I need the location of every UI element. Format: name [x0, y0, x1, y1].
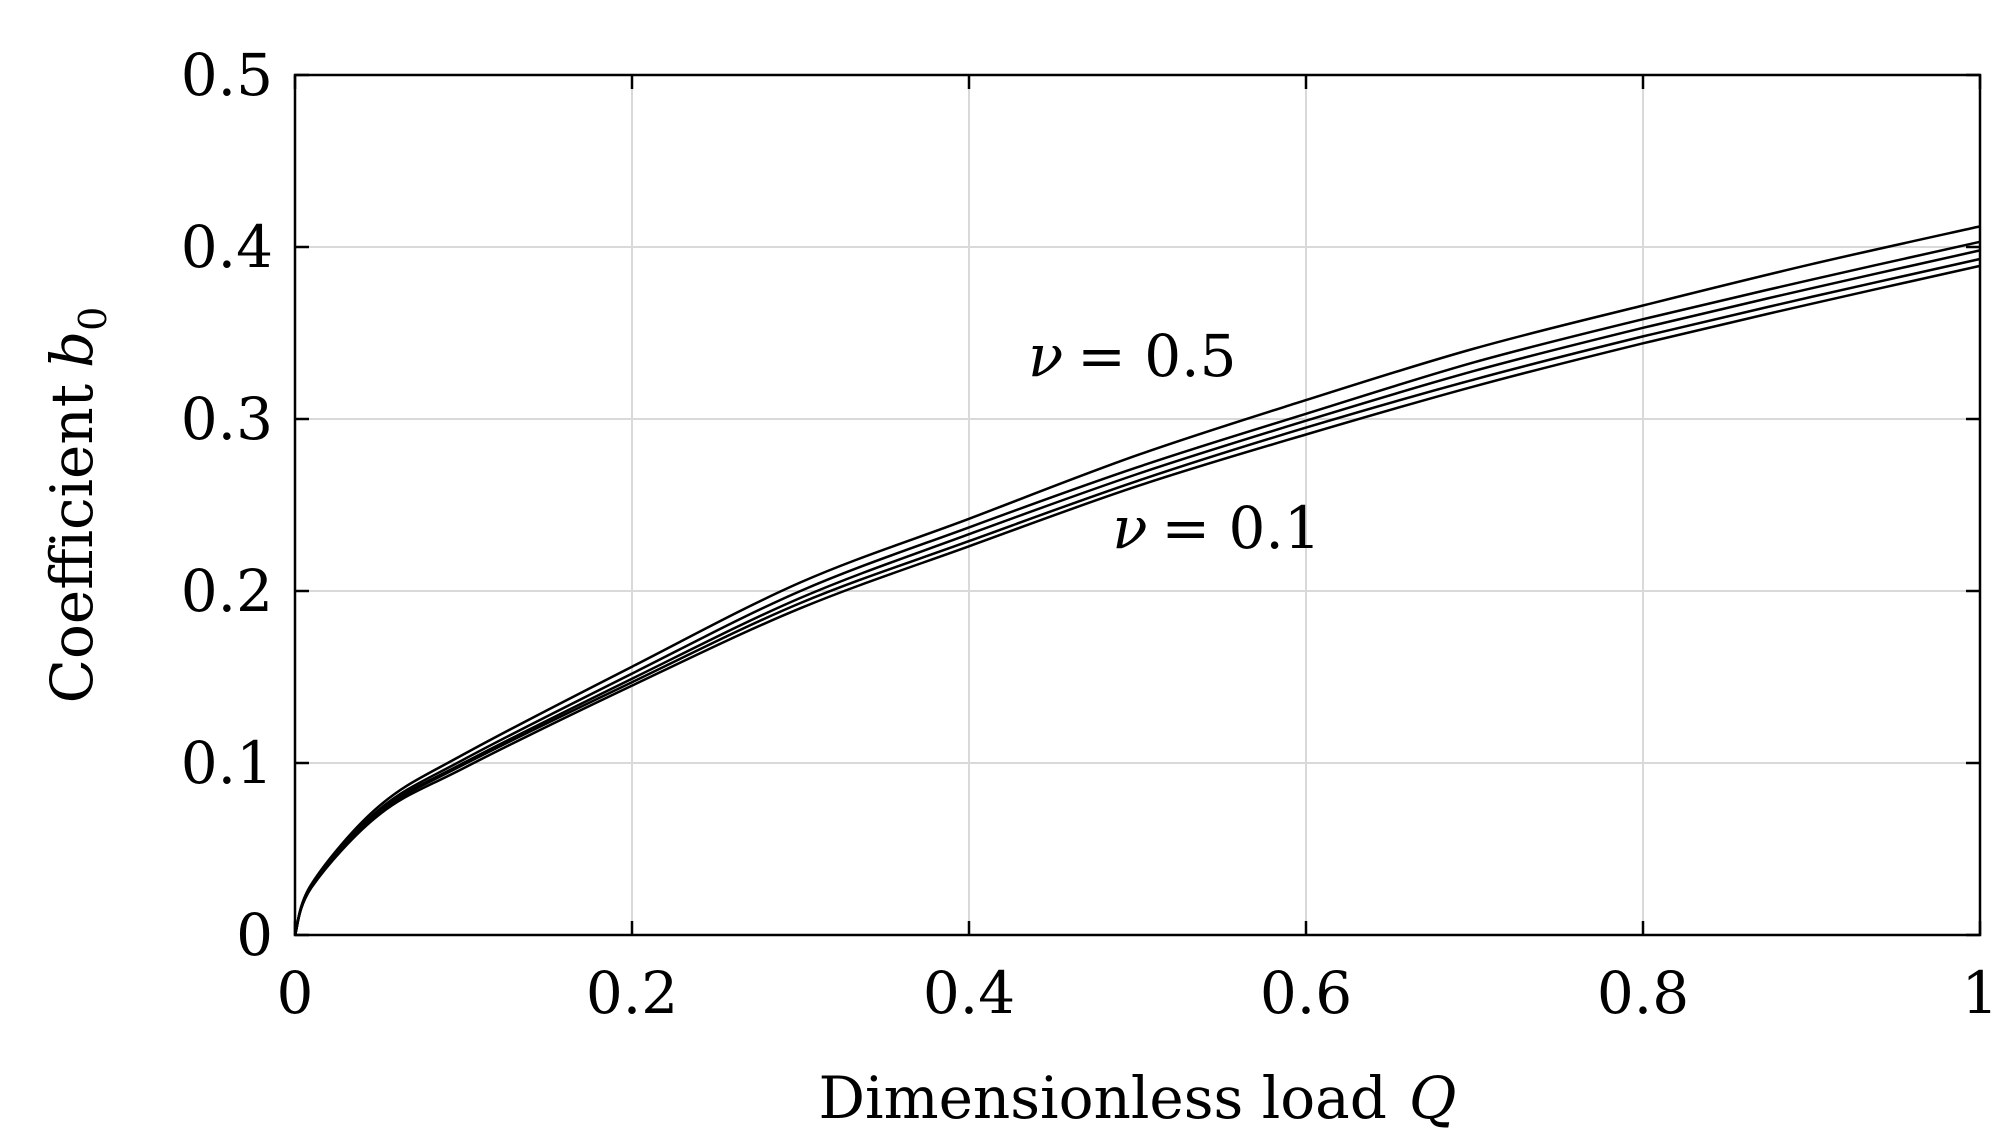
x-tick-labels: 0 0.2 0.4 0.6 0.8 1	[277, 959, 1999, 1027]
y-axis-symbol: b	[38, 331, 106, 368]
y-tick-label: 0.4	[181, 213, 273, 281]
series-line	[293, 264, 1981, 936]
x-axis-symbol: Q	[1409, 1064, 1457, 1132]
series-line	[293, 240, 1981, 936]
series-line	[293, 249, 1981, 936]
y-tick-label: 0.2	[181, 557, 273, 625]
y-tick-label: 0.5	[181, 41, 273, 109]
series-line	[293, 225, 1981, 936]
x-tick-label: 0.4	[923, 959, 1015, 1027]
y-tick-label: 0	[236, 901, 273, 969]
y-axis-subscript: 0	[71, 307, 115, 331]
annotation-nu-0-1: ν = 0.1	[1112, 494, 1321, 562]
y-tick-label: 0.3	[181, 385, 273, 453]
series-line	[293, 257, 1981, 936]
annotation-nu-symbol: ν	[1028, 322, 1063, 390]
x-tick-label: 0.8	[1597, 959, 1689, 1027]
series-group	[293, 225, 1981, 936]
x-tick-label: 0	[277, 959, 314, 1027]
y-tick-label: 0.1	[181, 729, 273, 797]
x-axis-title: Dimensionless load Q	[819, 1064, 1457, 1132]
annotation-nu-0-5: ν = 0.5	[1028, 322, 1237, 390]
y-tick-labels: 0 0.1 0.2 0.3 0.4 0.5	[181, 41, 273, 969]
annotation-nu-value: = 0.1	[1161, 494, 1320, 562]
x-axis-title-text: Dimensionless load	[819, 1064, 1387, 1132]
y-axis-title-text: Coefficient	[38, 384, 106, 703]
annotation-nu-value: = 0.5	[1077, 322, 1236, 390]
x-tick-label: 1	[1962, 959, 1999, 1027]
annotation-nu-symbol: ν	[1112, 494, 1147, 562]
plot-frame	[293, 73, 1982, 937]
y-axis-title: Coefficient b0	[38, 307, 115, 704]
x-tick-label: 0.6	[1260, 959, 1352, 1027]
ticks	[293, 73, 1982, 937]
x-tick-label: 0.2	[586, 959, 678, 1027]
